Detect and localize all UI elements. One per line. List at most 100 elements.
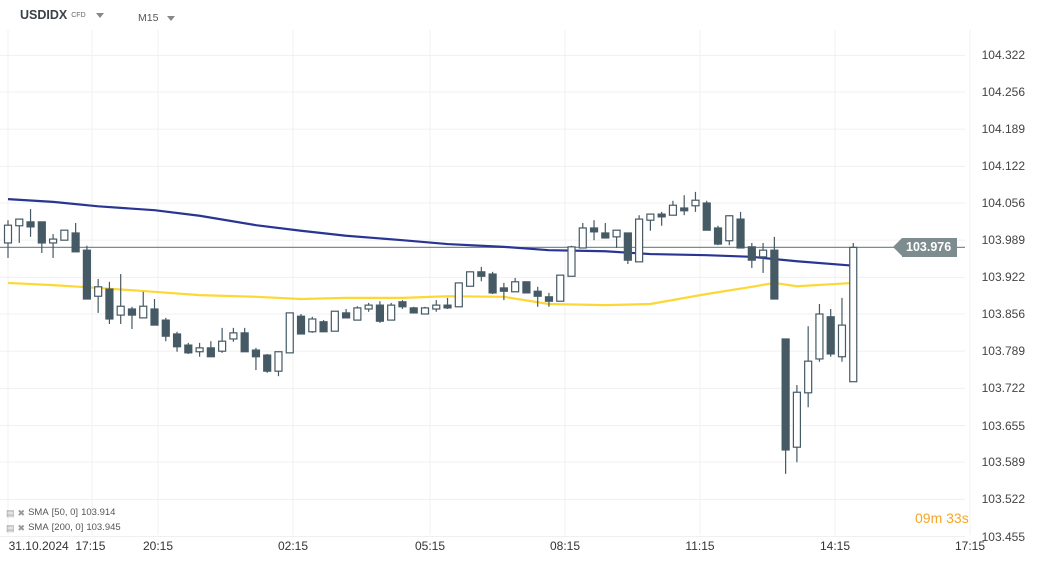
candle-bullish xyxy=(837,324,847,358)
candle-bearish xyxy=(26,221,35,228)
candle-bearish xyxy=(251,349,261,358)
candle-bullish xyxy=(195,347,204,353)
candle-bearish xyxy=(522,281,531,294)
settings-icon[interactable]: ▤ xyxy=(6,523,15,533)
price-tick-label: 103.722 xyxy=(981,381,1025,396)
price-tick-label: 103.655 xyxy=(981,418,1025,433)
candle-bearish xyxy=(82,249,91,300)
indicator-name: SMA xyxy=(28,507,49,518)
candle-bearish xyxy=(781,338,790,451)
candle-bearish xyxy=(240,332,249,353)
sma200-line xyxy=(7,198,854,267)
indicator-params: [200, 0] xyxy=(51,522,84,533)
price-tick-label: 104.056 xyxy=(981,196,1025,210)
time-tick-label: 02:15 xyxy=(277,539,309,553)
candle-bullish xyxy=(364,304,373,310)
time-tick-label: 05:15 xyxy=(414,539,446,553)
chevron-down-icon xyxy=(167,15,176,21)
candle-bullish xyxy=(285,312,294,354)
candle-bullish xyxy=(567,246,576,277)
sma50-line xyxy=(7,281,854,307)
time-tick-label: 17:15 xyxy=(954,539,986,553)
candle-bullish xyxy=(432,304,441,310)
indicator-legend-sma200[interactable]: ▤ ✖ SMA [200, 0] 103.945 xyxy=(6,522,121,534)
candle-bullish xyxy=(815,313,824,360)
price-tick-label: 103.789 xyxy=(981,344,1025,359)
candle-bullish xyxy=(668,204,678,216)
timeframe-label: M15 xyxy=(138,12,159,24)
candle-bearish xyxy=(544,296,554,302)
symbol-selector[interactable]: USDIDX CFD xyxy=(20,8,104,22)
candle-bullish xyxy=(792,391,802,448)
candle-bullish xyxy=(308,318,317,333)
price-tick-label: 103.856 xyxy=(981,307,1025,321)
price-tick-label: 103.922 xyxy=(981,270,1025,285)
price-tick-label: 104.122 xyxy=(981,159,1025,174)
candle-bearish xyxy=(702,202,711,231)
candle-bullish xyxy=(60,229,69,241)
time-tick-label: 31.10.2024 17:15 xyxy=(8,539,106,553)
candle-bearish xyxy=(375,304,385,322)
close-icon[interactable]: ✖ xyxy=(17,523,26,533)
candle-bearish xyxy=(172,333,182,348)
time-tick-label: 20:15 xyxy=(142,539,174,553)
candle-bullish xyxy=(139,305,148,319)
candle-bearish xyxy=(37,221,46,244)
indicator-legend-sma50[interactable]: ▤ ✖ SMA [50, 0] 103.914 xyxy=(6,507,115,519)
candle-bearish xyxy=(398,301,407,308)
price-tick-label: 104.256 xyxy=(981,85,1025,99)
indicator-value: 103.914 xyxy=(81,507,116,518)
candle-bearish xyxy=(296,315,306,335)
candle-bearish xyxy=(443,304,452,309)
candle-bearish xyxy=(206,347,215,358)
candle-bearish xyxy=(589,227,599,233)
time-tick-label: 11:15 xyxy=(685,539,715,553)
candle-bearish xyxy=(657,213,666,218)
candle-bullish xyxy=(387,304,396,321)
candle-countdown: 09m 33s xyxy=(915,510,969,526)
candle-bullish xyxy=(758,249,768,258)
candle-bearish xyxy=(826,316,835,355)
indicator-value: 103.945 xyxy=(86,522,121,533)
indicator-params: [50, 0] xyxy=(51,507,79,518)
candle-bearish xyxy=(713,227,723,245)
candle-bullish xyxy=(612,229,621,238)
candle-bearish xyxy=(127,308,137,316)
indicator-name: SMA xyxy=(28,522,49,533)
price-tick-label: 103.589 xyxy=(981,455,1025,470)
price-tick-label: 103.989 xyxy=(981,233,1025,248)
candle-bearish xyxy=(623,232,632,261)
candle-bullish xyxy=(849,246,858,383)
close-icon[interactable]: ✖ xyxy=(17,508,26,518)
candle-bullish xyxy=(725,215,734,242)
candle-bullish xyxy=(578,227,587,249)
candle-bearish xyxy=(499,287,508,292)
candle-bullish xyxy=(94,286,103,297)
candle-bullish xyxy=(511,281,520,293)
candle-bullish xyxy=(804,360,813,394)
chevron-down-icon xyxy=(95,12,104,18)
candle-bullish xyxy=(229,332,238,340)
symbol-name: USDIDX xyxy=(20,8,68,22)
candle-bearish xyxy=(533,290,542,297)
candle-bearish xyxy=(736,218,745,249)
timeframe-selector[interactable]: M15 xyxy=(138,12,176,24)
candle-bullish xyxy=(454,282,463,308)
time-tick-label: 14:15 xyxy=(819,539,851,553)
candle-bullish xyxy=(420,307,430,315)
settings-icon[interactable]: ▤ xyxy=(6,508,15,518)
candle-bullish xyxy=(330,310,339,332)
candle-bullish xyxy=(691,199,700,207)
candle-bearish xyxy=(319,321,328,333)
price-tick-label: 103.455 xyxy=(981,529,1025,544)
candle-bullish xyxy=(646,213,655,221)
candle-bullish xyxy=(353,307,362,321)
candle-bearish xyxy=(342,312,351,319)
candle-bullish xyxy=(116,305,125,316)
candle-bullish xyxy=(3,224,13,244)
candle-bullish xyxy=(465,271,475,287)
candle-bullish xyxy=(218,340,227,352)
candle-bearish xyxy=(150,308,159,326)
candle-bearish xyxy=(680,207,689,212)
